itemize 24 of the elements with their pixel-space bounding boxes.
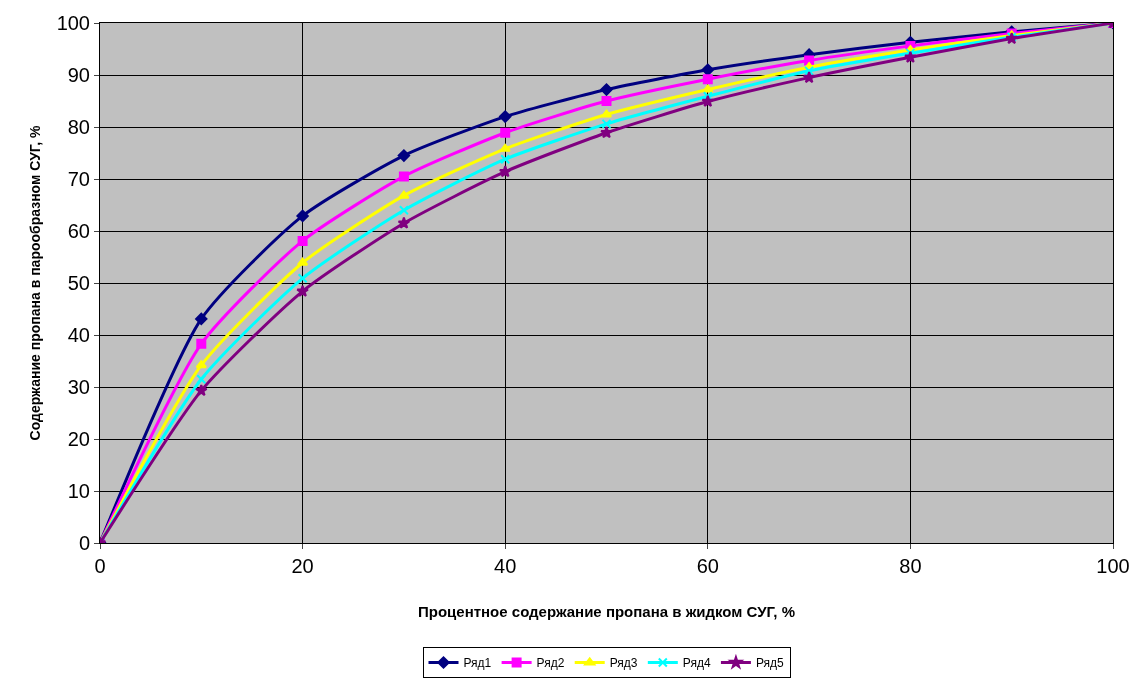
y-tick-label: 60 (67, 220, 90, 242)
legend-label: Ряд1 (463, 656, 492, 671)
legend-label: Ряд5 (755, 656, 785, 671)
y-tick-label: 90 (67, 64, 90, 86)
x-axis-title: Процентное содержание пропана в жидком СУГ, % (417, 603, 796, 620)
legend-label: Ряд3 (609, 656, 638, 671)
legend-label: Ряд2 (536, 656, 565, 671)
x-tick-label: 40 (494, 555, 517, 577)
y-tick-label: 80 (67, 116, 90, 138)
x-tick-label: 100 (1096, 555, 1130, 577)
y-tick-label: 70 (67, 168, 90, 190)
y-tick-label: 30 (67, 376, 90, 398)
y-tick-label: 50 (67, 272, 90, 294)
x-tick-label: 20 (291, 555, 314, 577)
y-tick-label: 100 (56, 12, 90, 34)
y-axis-title: Содержание пропана в парообразном СУГ, % (27, 125, 44, 441)
y-tick-label: 10 (67, 480, 90, 502)
y-tick-label: 40 (67, 324, 90, 346)
x-tick-label: 80 (899, 555, 922, 577)
x-tick-label: 0 (94, 555, 106, 577)
y-tick-label: 0 (78, 532, 90, 554)
legend-label: Ряд4 (682, 656, 711, 671)
x-tick-label: 60 (696, 555, 719, 577)
y-tick-label: 20 (67, 428, 90, 450)
